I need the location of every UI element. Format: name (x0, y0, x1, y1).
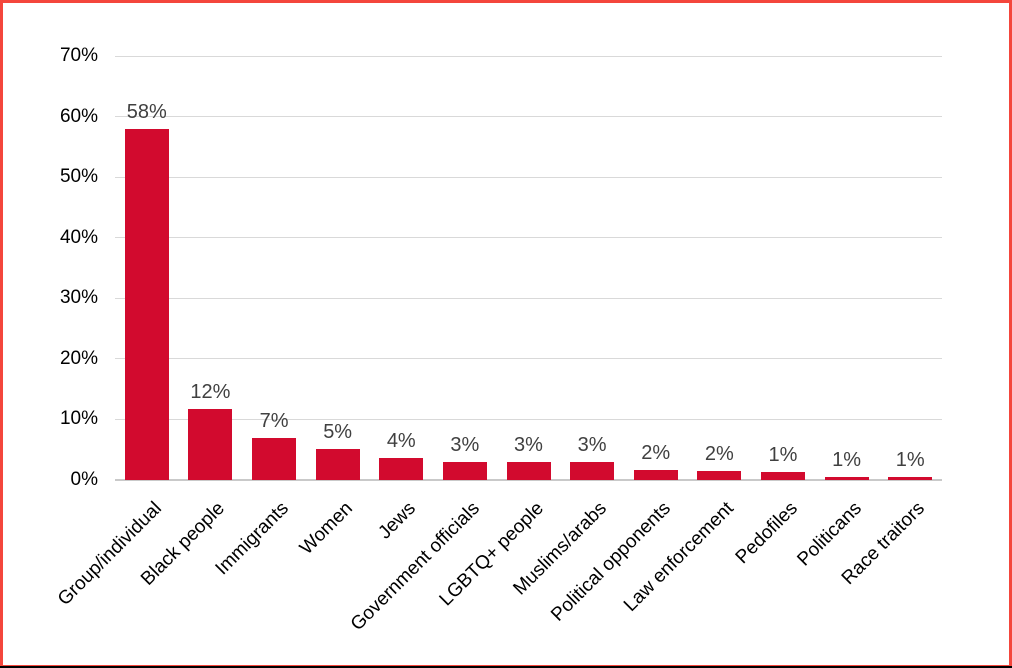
bar (570, 462, 615, 480)
bar (442, 462, 487, 480)
bar (633, 469, 678, 480)
data-label: 5% (323, 421, 353, 444)
gridline (115, 418, 942, 420)
y-axis-tick-label: 10% (59, 408, 98, 430)
y-axis-tick-label: 50% (59, 166, 98, 188)
gridline (115, 237, 942, 239)
data-label: 3% (577, 434, 607, 457)
gridline (115, 358, 942, 360)
gridline (115, 297, 942, 299)
gridline (115, 55, 942, 57)
bar (252, 438, 297, 480)
y-axis-tick-label: 70% (59, 45, 98, 66)
x-axis-line (115, 479, 942, 481)
data-label: 3% (514, 434, 543, 457)
bottom-edge-divider (0, 666, 1012, 668)
gridline (115, 116, 942, 118)
data-label: 3% (450, 434, 480, 457)
y-axis-tick-label: 20% (59, 347, 98, 369)
bar (506, 462, 551, 480)
data-label: 58% (126, 100, 167, 123)
y-axis-tick-label: 30% (59, 287, 98, 309)
bar (315, 449, 360, 480)
bar (697, 470, 742, 480)
bar (188, 408, 233, 480)
data-label: 4% (386, 430, 416, 453)
bar (760, 472, 805, 480)
y-axis-tick-label: 0% (70, 469, 98, 490)
plot-area: 0% 10% 20% 30% 40% 50% 60% 70% 58% Group/individu… (54, 45, 942, 635)
y-axis-tick-label: 60% (59, 105, 98, 127)
bar (124, 128, 169, 480)
data-label: 1% (832, 448, 862, 471)
y-axis-tick-label: 40% (59, 226, 98, 248)
data-label: 1% (768, 444, 798, 467)
data-label: 1% (895, 448, 925, 471)
data-label: 7% (259, 410, 289, 433)
gridline (115, 176, 942, 178)
bar (379, 458, 424, 480)
bar (824, 476, 869, 480)
data-label: 12% (190, 380, 231, 403)
data-label: 2% (641, 441, 671, 464)
bar (888, 476, 933, 480)
data-label: 2% (704, 442, 734, 465)
